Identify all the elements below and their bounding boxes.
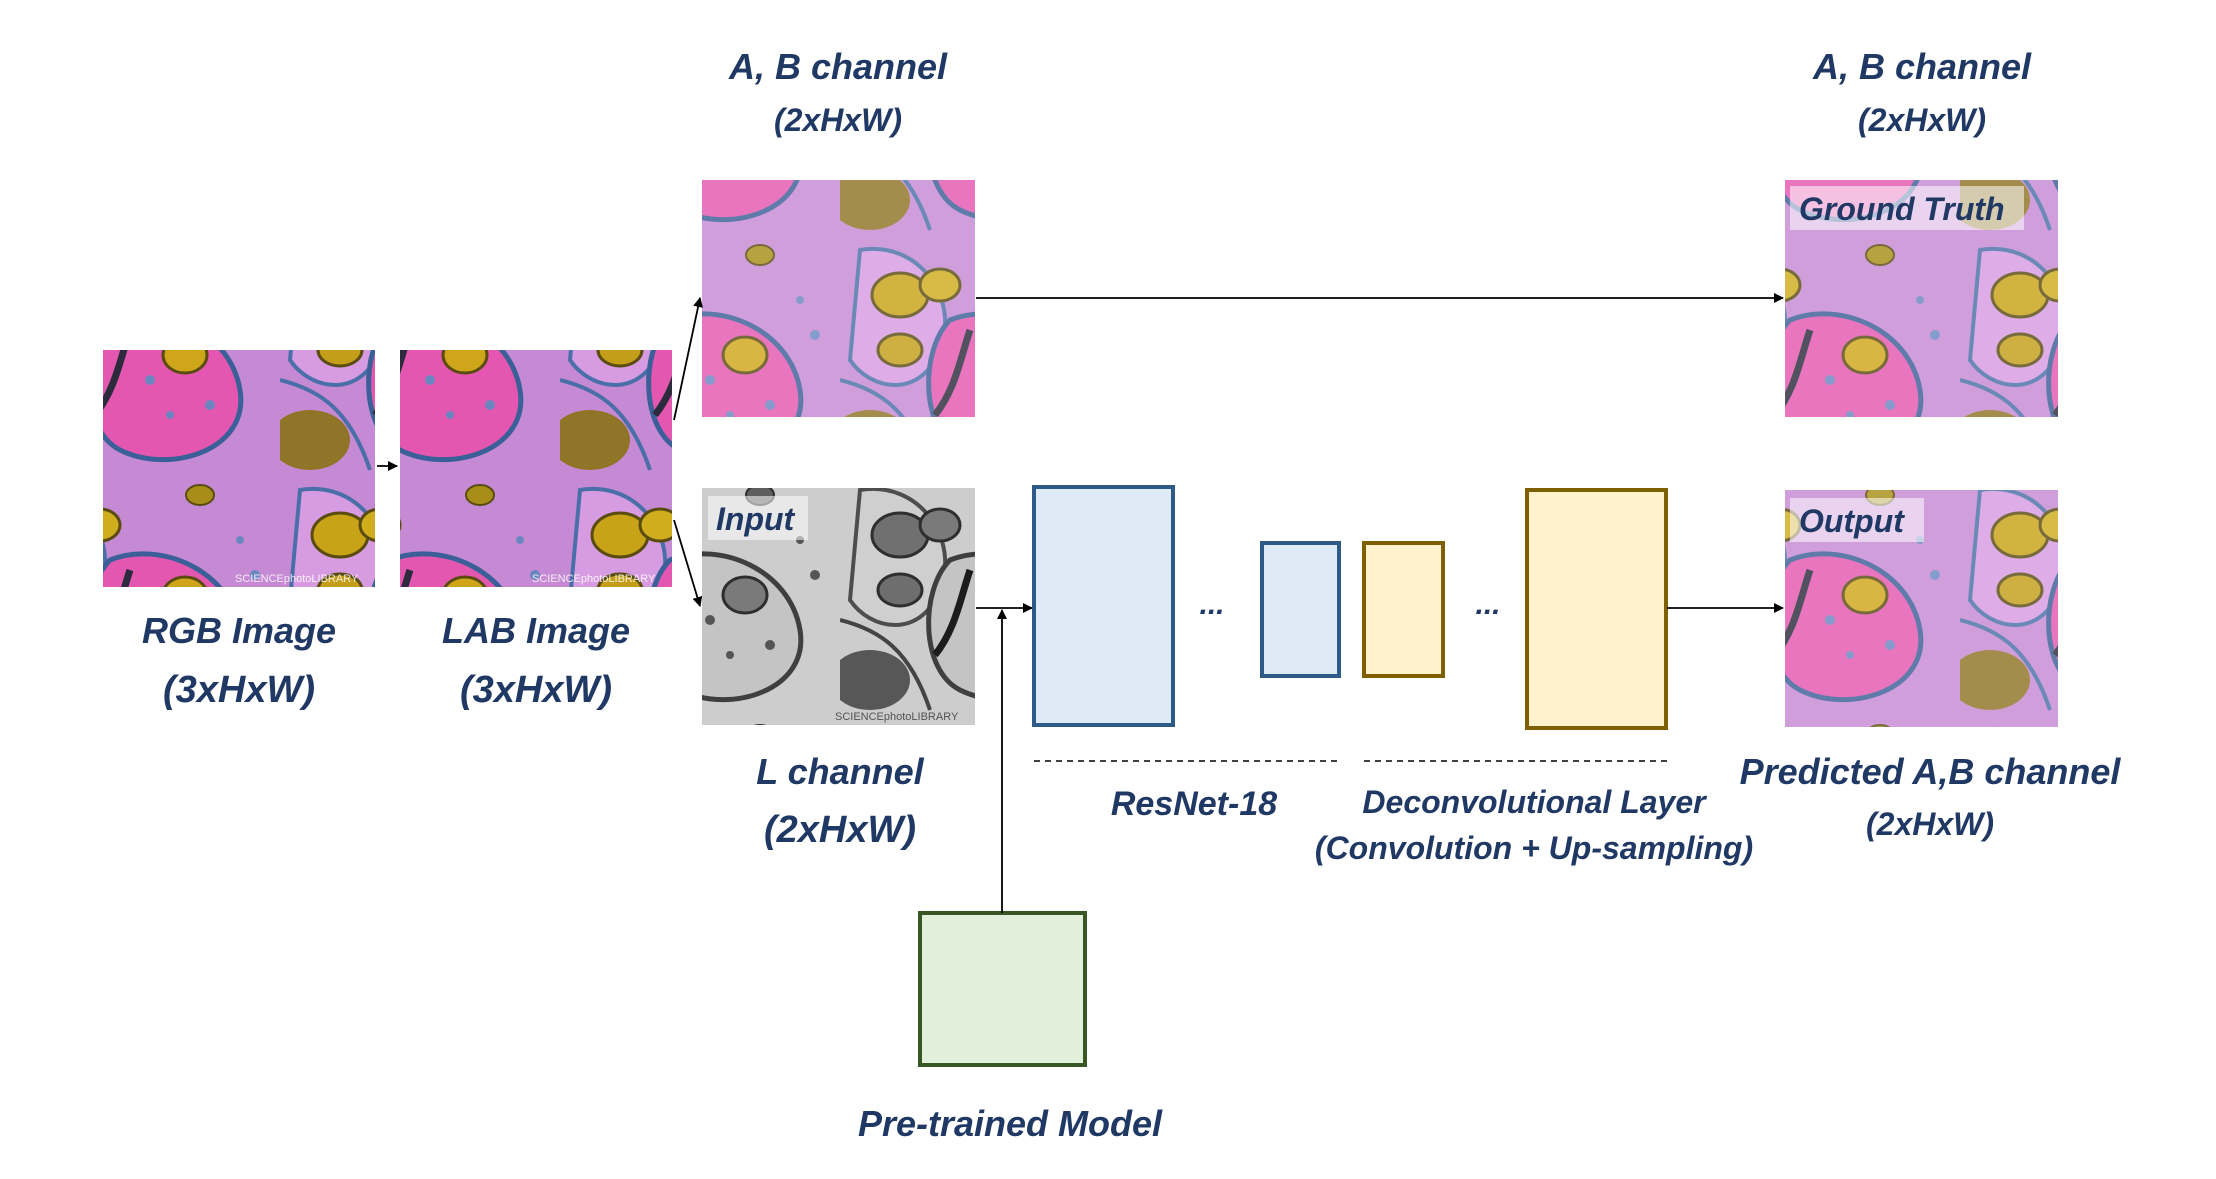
lab-image-shape: (3xHxW) xyxy=(460,669,612,711)
resnet-block-small xyxy=(1260,541,1341,678)
arrow-lab-to-ab xyxy=(673,297,704,421)
output-tile: Output xyxy=(1785,490,2058,727)
arrows xyxy=(377,293,1784,913)
resnet-label: ResNet-18 xyxy=(1111,785,1277,823)
ground-truth-tag: Ground Truth xyxy=(1799,191,2005,227)
l-channel-shape: (2xHxW) xyxy=(764,809,916,851)
deconv-title: Deconvolutional Layer xyxy=(1362,784,1707,820)
ab-channel-title: A, B channel xyxy=(728,46,948,87)
arrow-lab-to-l xyxy=(673,519,703,607)
rgb-image-shape: (3xHxW) xyxy=(163,669,315,711)
deconv-subtitle: (Convolution + Up-sampling) xyxy=(1315,830,1753,866)
lab-image-tile: SCIENCEphotoLIBRARY xyxy=(400,350,672,587)
deconv-label: Deconvolutional Layer (Convolution + Up-… xyxy=(1315,784,1753,866)
deconv-block-small xyxy=(1362,541,1445,678)
watermark: SCIENCEphotoLIBRARY xyxy=(532,573,656,585)
lab-image-label: LAB Image (3xHxW) xyxy=(442,610,630,711)
l-channel-label: L channel (2xHxW) xyxy=(756,751,924,851)
lab-image-title: LAB Image xyxy=(442,610,630,651)
ab-channel-label: A, B channel (2xHxW) xyxy=(728,46,948,138)
deconv-ellipsis: ... xyxy=(1475,588,1500,621)
ground-truth-shape: (2xHxW) xyxy=(1858,102,1986,138)
rgb-image-title: RGB Image xyxy=(142,610,336,651)
deconv-block-large xyxy=(1525,488,1668,730)
ab-channel-tile xyxy=(702,180,975,417)
watermark: SCIENCEphotoLIBRARY xyxy=(835,711,959,723)
pretrained-title: Pre-trained Model xyxy=(858,1103,1163,1144)
l-channel-title: L channel xyxy=(756,751,924,792)
resnet-block-large xyxy=(1032,485,1175,727)
rgb-image-label: RGB Image (3xHxW) xyxy=(142,610,336,711)
rgb-image-tile: SCIENCEphotoLIBRARY xyxy=(103,350,375,587)
resnet-title: ResNet-18 xyxy=(1111,785,1277,823)
output-title: Predicted A,B channel xyxy=(1740,751,2122,792)
output-tag: Output xyxy=(1799,503,1905,539)
ab-channel-shape: (2xHxW) xyxy=(774,102,902,138)
l-channel-tile: Input SCIENCEphotoLIBRARY xyxy=(702,488,975,725)
pretrained-model-block xyxy=(918,911,1087,1067)
watermark: SCIENCEphotoLIBRARY xyxy=(235,573,359,585)
ground-truth-title: A, B channel xyxy=(1812,46,2032,87)
output-label: Predicted A,B channel (2xHxW) xyxy=(1740,751,2122,842)
pretrained-label: Pre-trained Model xyxy=(858,1103,1163,1144)
output-shape: (2xHxW) xyxy=(1866,806,1994,842)
ground-truth-tile: Ground Truth xyxy=(1785,180,2058,417)
input-tag: Input xyxy=(716,501,796,537)
resnet-ellipsis: ... xyxy=(1199,588,1224,621)
ground-truth-label: A, B channel (2xHxW) xyxy=(1812,46,2032,138)
